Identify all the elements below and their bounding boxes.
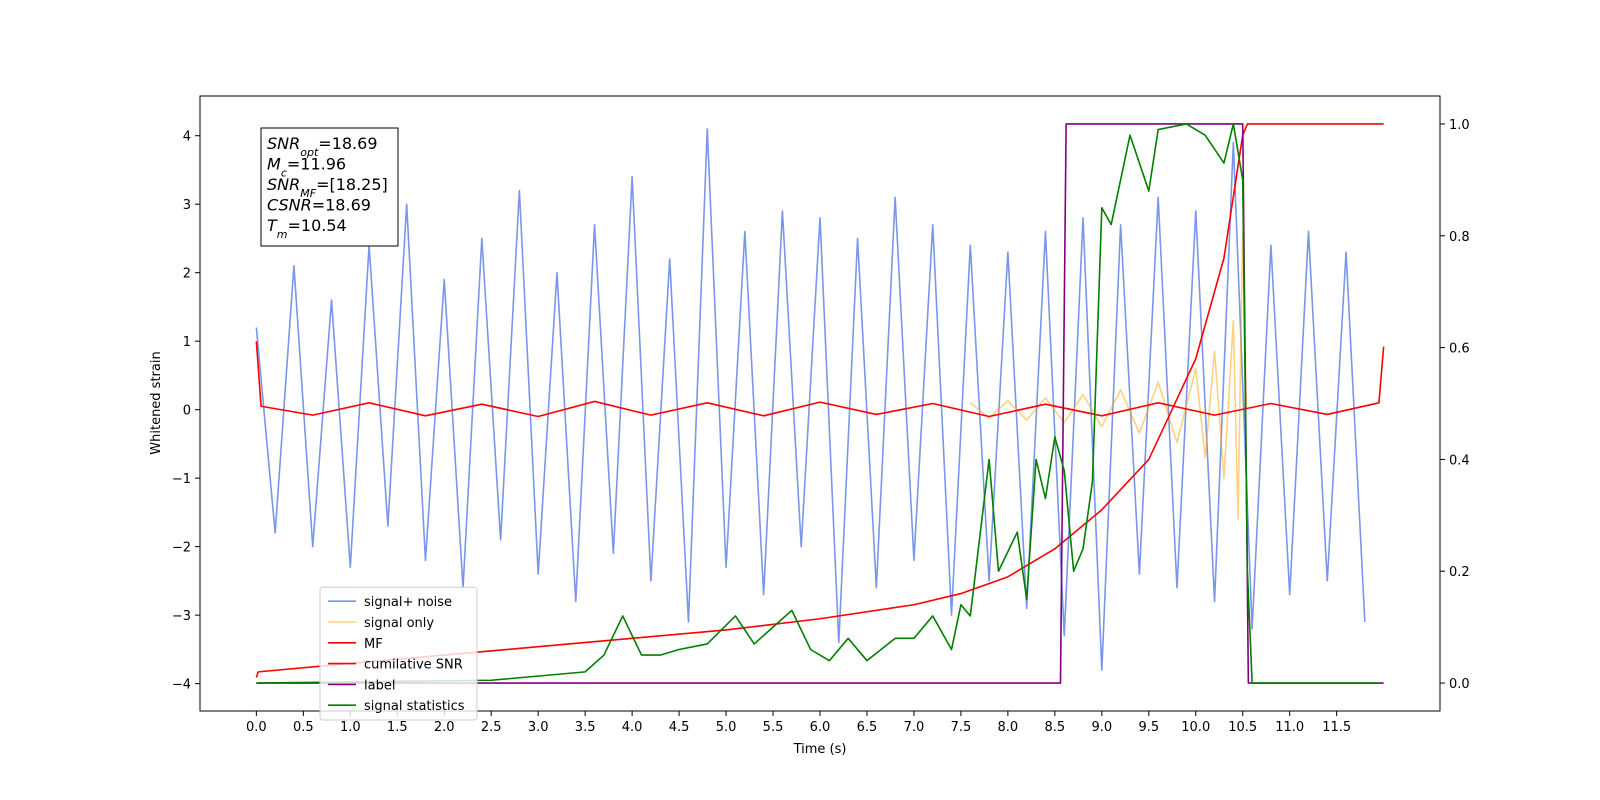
x-tick-label: 6.5 <box>857 720 878 735</box>
series-line <box>256 123 1379 684</box>
x-tick-label: 7.0 <box>904 720 925 735</box>
x-axis-label: Time (s) <box>793 742 847 757</box>
x-tick-label: 11.0 <box>1275 720 1304 735</box>
y2-tick-label: 0.2 <box>1449 565 1470 580</box>
x-tick-label: 8.0 <box>998 720 1019 735</box>
x-tick-label: 6.0 <box>810 720 831 735</box>
y-tick-label: 3 <box>183 198 191 213</box>
annotation-subscript: c <box>281 166 287 179</box>
y-tick-label: −4 <box>172 678 191 693</box>
x-tick-label: 7.5 <box>951 720 972 735</box>
annotation-text: =10.54 <box>288 216 347 235</box>
annotation: Mc=11.96 <box>267 155 346 180</box>
annotation-symbol: SNR <box>267 134 300 153</box>
legend-label: MF <box>364 637 383 652</box>
annotation-symbol: T <box>267 216 278 235</box>
y-tick-label: 0 <box>183 404 191 419</box>
annotation: Tm=10.54 <box>267 216 347 241</box>
y-tick-label: 4 <box>183 130 191 145</box>
x-tick-label: 1.0 <box>340 720 361 735</box>
annotation-box <box>260 127 399 247</box>
y-tick-label: −2 <box>172 541 191 556</box>
legend-label: signal statistics <box>364 699 465 714</box>
legend-label: label <box>364 678 395 693</box>
annotation-text: =18.69 <box>318 134 377 153</box>
annotation-text: =[18.25] <box>316 175 388 194</box>
y-tick-label: 1 <box>183 335 191 350</box>
x-tick-label: 5.5 <box>763 720 784 735</box>
annotation-subscript: MF <box>300 187 316 200</box>
y2-tick-label: 0.4 <box>1449 453 1470 468</box>
annotation-subscript: m <box>277 228 288 241</box>
annotation-symbol: CSNR <box>267 196 312 215</box>
y2-tick-label: 0.0 <box>1449 677 1470 692</box>
x-tick-label: 3.0 <box>528 720 549 735</box>
y2-tick-label: 1.0 <box>1449 118 1470 133</box>
y-tick-label: 2 <box>183 267 191 282</box>
legend-label: cumilative SNR <box>364 658 463 673</box>
x-tick-label: 0.0 <box>246 720 267 735</box>
x-tick-label: 4.0 <box>622 720 643 735</box>
x-tick-label: 9.0 <box>1091 720 1112 735</box>
x-tick-label: 5.0 <box>716 720 737 735</box>
y-tick-label: −1 <box>172 472 191 487</box>
annotation: SNRopt=18.69 <box>267 134 378 159</box>
annotation-text: =18.69 <box>312 196 371 215</box>
x-tick-label: 3.5 <box>575 720 596 735</box>
x-tick-label: 9.5 <box>1138 720 1159 735</box>
x-tick-label: 2.0 <box>434 720 455 735</box>
series-line <box>969 230 1248 521</box>
x-tick-label: 4.5 <box>669 720 690 735</box>
annotation-symbol: M <box>267 155 281 174</box>
x-tick-label: 10.5 <box>1228 720 1257 735</box>
annotation: SNRMF=[18.25] <box>267 175 388 200</box>
y-tick-label: −3 <box>172 609 191 624</box>
annotation: CSNR=18.69 <box>267 196 371 215</box>
y2-tick-label: 0.6 <box>1449 342 1470 357</box>
legend-box <box>319 586 478 721</box>
y-axis-label: Whitened strain <box>149 351 164 454</box>
x-tick-label: 8.5 <box>1045 720 1066 735</box>
annotation-text: =11.96 <box>287 155 346 174</box>
series-line <box>255 128 1366 671</box>
x-tick-label: 11.5 <box>1322 720 1351 735</box>
annotation-symbol: SNR <box>267 175 300 194</box>
y2-tick-label: 0.8 <box>1449 230 1470 245</box>
series-line <box>255 341 1385 418</box>
x-tick-label: 10.0 <box>1181 720 1210 735</box>
legend-label: signal only <box>364 616 434 631</box>
x-tick-label: 2.5 <box>481 720 502 735</box>
plot-frame <box>199 95 1441 712</box>
annotation-subscript: opt <box>300 146 319 159</box>
legend-label: signal+ noise <box>364 595 452 610</box>
x-tick-label: 1.5 <box>387 720 408 735</box>
x-tick-label: 0.5 <box>293 720 314 735</box>
